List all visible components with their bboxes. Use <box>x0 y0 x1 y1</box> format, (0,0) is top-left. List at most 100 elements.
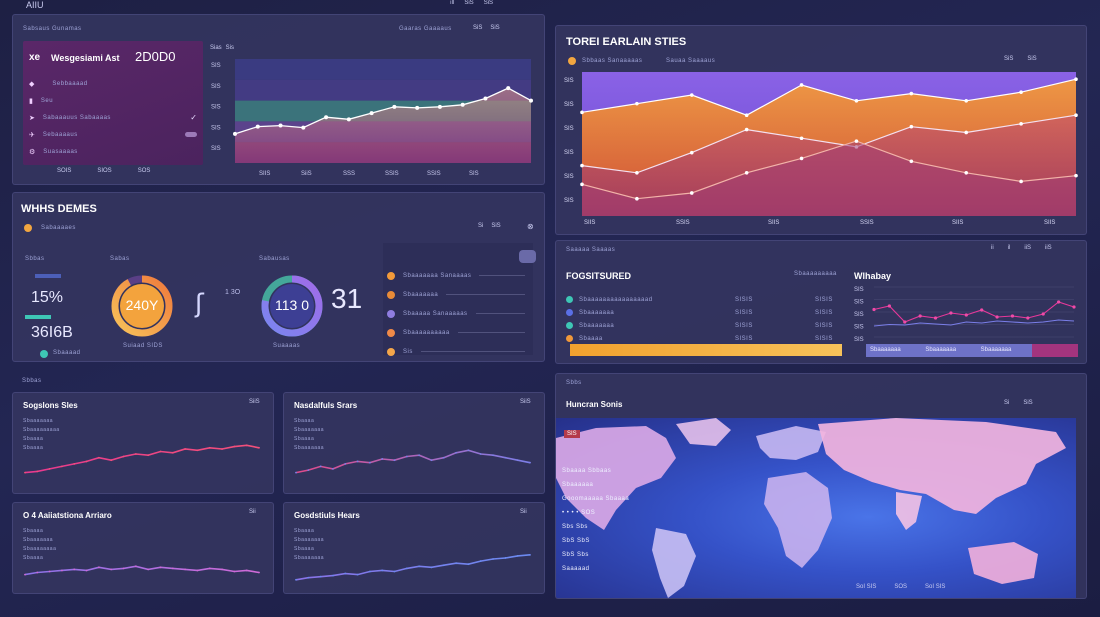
y-tick-label: SIS <box>211 105 221 111</box>
top-control[interactable]: ıll <box>450 0 455 6</box>
row-value: SISIS <box>735 309 753 316</box>
data-point <box>479 560 482 562</box>
list-toggle[interactable] <box>519 250 536 263</box>
toggle-icon[interactable] <box>185 132 197 137</box>
sidebar-value: 2D0D0 <box>135 49 176 64</box>
panel-control[interactable]: Si <box>478 223 484 229</box>
series-line <box>873 319 1075 327</box>
table-row[interactable]: Sbaaaaaaa SISIS SISIS <box>566 306 846 319</box>
sidebar-code: xe <box>29 52 41 63</box>
panel-controls: SiS SiS <box>1004 56 1037 62</box>
row-value: SISIS <box>735 296 753 303</box>
legend-item[interactable]: Sbaaaaaaa <box>866 344 922 357</box>
row-value: SISIS <box>815 309 833 316</box>
sidebar-item[interactable]: ⚙ Suasaaaas <box>29 143 197 160</box>
panel-control[interactable]: iiS <box>1045 245 1052 251</box>
data-point <box>964 171 969 175</box>
data-point <box>504 456 507 459</box>
data-point <box>887 304 891 308</box>
legend-label: Sbaaaa <box>23 445 44 451</box>
legend-label: Sbaaaaaaa <box>294 445 325 451</box>
panel-control[interactable]: SiS <box>1023 400 1033 406</box>
chart-tab[interactable]: Sias <box>210 45 222 51</box>
series-line <box>581 140 1077 200</box>
sidebar-item[interactable]: ➤ Sabaaauus Sabaaaas ✓ <box>29 109 197 126</box>
table-row[interactable]: Sbaaaaaaaaaaaaaaaad SISIS SISIS <box>566 293 846 306</box>
data-point <box>381 569 384 572</box>
data-point <box>147 568 150 571</box>
list-divider <box>457 332 525 333</box>
series-line <box>295 554 531 581</box>
data-point <box>110 459 113 462</box>
list-item[interactable]: Sbaaaaaaa Sanaaaas <box>387 266 537 285</box>
panel-control[interactable]: ii <box>991 245 994 251</box>
legend-label: Sbaaaa <box>294 528 315 534</box>
sidebar-item[interactable]: ✈ Sebaaaaus <box>29 126 197 143</box>
card-control[interactable]: SiiS <box>249 399 260 405</box>
list-item[interactable]: Sbaaaaaaa <box>387 285 537 304</box>
data-point <box>122 567 125 570</box>
top-controls: ıll SiS SiS <box>450 0 493 6</box>
data-point <box>580 110 584 115</box>
map-label: SbS SbS <box>562 538 590 544</box>
panel-control[interactable]: SiS <box>473 25 483 31</box>
card-title: Gosdstiuls Hears <box>294 511 360 520</box>
panel-control[interactable]: Si <box>1004 400 1010 406</box>
legend-item[interactable]: Sbaaaaaaa <box>921 344 977 357</box>
table-row[interactable]: Sbaaaa SISIS SISIS <box>566 332 846 345</box>
list-item[interactable]: Sbaaaaa Sanaaaaas <box>387 304 537 323</box>
row-status-dot <box>566 335 573 342</box>
table-row[interactable]: Sbaaaaaaa SISIS SISIS <box>566 319 846 332</box>
close-icon[interactable]: ⊗ <box>527 222 534 231</box>
panel-control[interactable]: SiS <box>1027 56 1037 62</box>
chart-tabs: Sias Sis <box>210 45 234 51</box>
sidebar-item[interactable]: ▮ Seu <box>29 92 197 109</box>
top-control[interactable]: SiS <box>483 0 494 6</box>
x-tick-label: SSIS <box>385 171 399 177</box>
data-point <box>36 470 39 473</box>
list-divider <box>475 313 525 314</box>
sidebar-item[interactable]: ◆ Sebbaaaad <box>29 75 197 92</box>
data-point <box>995 315 999 319</box>
sidebar-item-label: Sabaaauus Sabaaaas <box>42 114 111 121</box>
panel-control[interactable]: il <box>1007 245 1011 251</box>
data-point <box>909 91 914 96</box>
list-divider <box>446 294 525 295</box>
top-control[interactable]: SiS <box>464 0 474 6</box>
list-item[interactable]: Sbaaaaaaaaaa <box>387 323 537 342</box>
data-point <box>405 455 408 458</box>
card-legend: Sbaaaa Sbaaaaaaa Sbaaaa Sbaaaaaaa <box>294 527 324 563</box>
panel-control[interactable]: SiS <box>1004 56 1014 62</box>
continent-south-america <box>652 528 696 598</box>
panel-control[interactable]: SiS <box>491 223 501 229</box>
row-status-dot <box>566 296 573 303</box>
card-control[interactable]: Sii <box>249 509 256 515</box>
mini-chart-card: O 4 Aaiiatstiona Arriaro Sii Sbaaaa Sbaaaaa… <box>12 502 274 594</box>
bracket-icon: ʃ <box>195 289 204 319</box>
x-tick-label: SIIS <box>1044 220 1055 226</box>
legend-label: Sbaaaa <box>23 436 44 442</box>
data-point <box>744 113 749 117</box>
y-tick-label: SIS <box>564 174 574 180</box>
series-line <box>581 78 1077 116</box>
map-labels: Sbaaaa Sbbaas Sbaaaaaa Gooomaaaaa Sbaaaa • … <box>562 464 629 576</box>
panel-control[interactable]: SiS <box>490 25 500 31</box>
card-control[interactable]: SiiS <box>520 399 531 405</box>
panel-control[interactable]: iiS <box>1024 245 1032 251</box>
world-map[interactable] <box>556 418 1076 598</box>
legend-item[interactable]: Sbaaaaaaa <box>976 344 1032 357</box>
mini-line-chart <box>295 449 531 474</box>
footer-stat: SOS <box>137 168 151 174</box>
list-item-label: Sbaaaaaaa Sanaaaas <box>403 272 472 279</box>
data-point <box>903 320 907 324</box>
panel-subtitle-right: Sauaa Saaaaus <box>666 58 716 64</box>
row-value: SISIS <box>735 322 753 329</box>
card-control[interactable]: Sii <box>520 509 527 515</box>
chart-tab[interactable]: Sis <box>225 45 235 51</box>
list-item[interactable]: Sis <box>387 342 537 361</box>
series-line <box>581 114 1077 174</box>
mini-chart-card: Nasdalfuls Srars SiiS Sbaaaa Sbaaaaaaa Sbaaa… <box>283 392 545 494</box>
list-bullet-icon <box>387 309 395 318</box>
check-icon: ✓ <box>190 113 197 122</box>
data-point <box>455 451 458 454</box>
